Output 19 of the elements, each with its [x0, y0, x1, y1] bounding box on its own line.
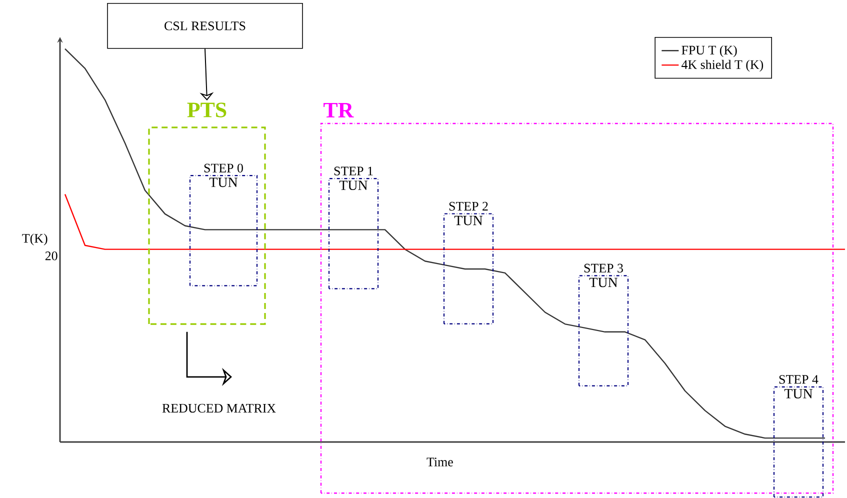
annotation: REDUCED MATRIX: [162, 404, 276, 413]
annotation: STEP 4: [779, 375, 818, 384]
legend-label: 4K shield T (K): [682, 60, 764, 72]
annotation: TUN: [454, 216, 483, 226]
annotation: TR: [324, 103, 354, 118]
annotation: TUN: [339, 180, 368, 190]
annotation: TUN: [209, 178, 238, 188]
x-axis-title: Time: [426, 458, 453, 467]
y-axis-title: T(K): [22, 234, 48, 246]
annotation: TUN: [784, 389, 813, 399]
annotation: STEP 0: [204, 164, 243, 173]
text: 20: [45, 252, 58, 260]
annotation: TUN: [589, 278, 618, 288]
annotation: STEP 1: [334, 166, 373, 176]
annotation: STEP 2: [449, 202, 488, 211]
text: CSL RESULTS: [164, 22, 246, 30]
annotation: PTS: [187, 102, 226, 118]
legend-label: FPU T (K): [682, 46, 737, 58]
annotation: STEP 3: [584, 264, 623, 273]
